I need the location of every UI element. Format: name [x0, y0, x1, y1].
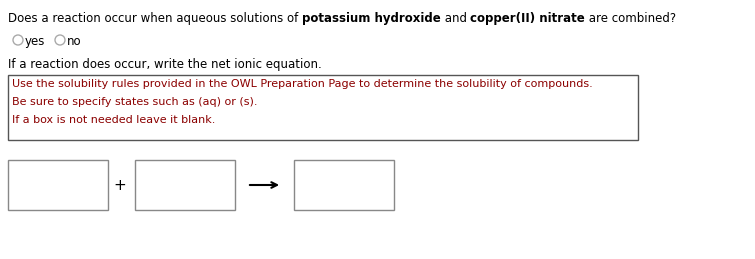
Text: If a box is not needed leave it blank.: If a box is not needed leave it blank. [12, 115, 215, 125]
Text: are combined?: are combined? [585, 12, 676, 25]
Bar [294, 160, 394, 210]
Text: and: and [441, 12, 470, 25]
Text: copper(II) nitrate: copper(II) nitrate [470, 12, 585, 25]
Text: yes: yes [25, 35, 45, 48]
Text: Use the solubility rules provided in the OWL Preparation Page to determine the s: Use the solubility rules provided in the… [12, 79, 593, 89]
Text: Be sure to specify states such as (aq) or (s).: Be sure to specify states such as (aq) o… [12, 97, 257, 107]
Bar [8, 160, 108, 210]
Text: +: + [113, 177, 126, 192]
Text: Does a reaction occur when aqueous solutions of: Does a reaction occur when aqueous solut… [8, 12, 302, 25]
Text: no: no [67, 35, 82, 48]
Bar [135, 160, 235, 210]
Bar [8, 75, 638, 140]
Text: If a reaction does occur, write the net ionic equation.: If a reaction does occur, write the net … [8, 58, 322, 71]
Text: potassium hydroxide: potassium hydroxide [302, 12, 441, 25]
